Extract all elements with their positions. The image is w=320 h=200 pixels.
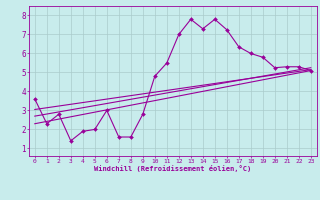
X-axis label: Windchill (Refroidissement éolien,°C): Windchill (Refroidissement éolien,°C): [94, 165, 252, 172]
